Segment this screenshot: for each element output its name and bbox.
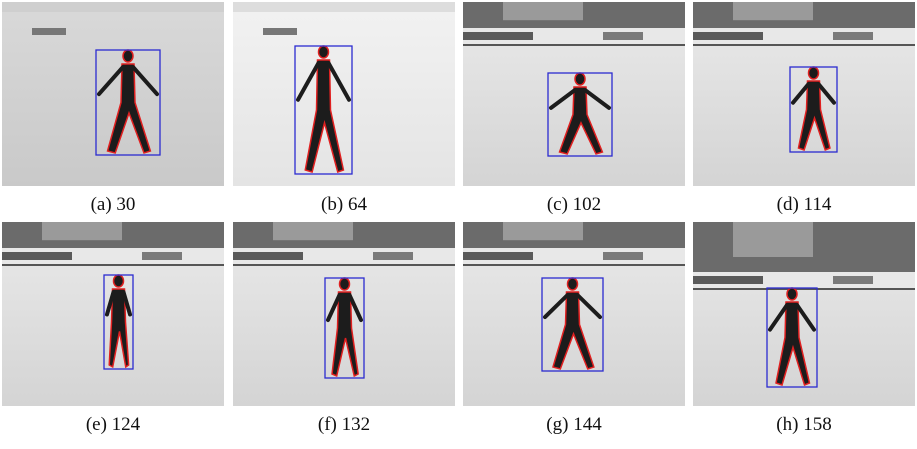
caption: (e) 124 bbox=[86, 414, 141, 435]
panel: (a) 30 bbox=[2, 2, 224, 215]
caption: (g) 144 bbox=[546, 414, 602, 435]
stands-light bbox=[503, 222, 583, 240]
stands-light bbox=[503, 2, 583, 20]
banner-logo bbox=[833, 32, 873, 40]
banner-logo bbox=[603, 252, 643, 260]
caption: (d) 114 bbox=[777, 194, 832, 215]
banner-text bbox=[693, 276, 763, 284]
banner-text bbox=[463, 32, 533, 40]
panel: (h) 158 bbox=[693, 222, 915, 435]
banner-text bbox=[2, 252, 72, 260]
panel: (g) 144 bbox=[463, 222, 685, 435]
caption: (f) 132 bbox=[318, 414, 370, 435]
sign bbox=[263, 28, 297, 35]
banner-text bbox=[463, 252, 533, 260]
banner-logo bbox=[833, 276, 873, 284]
panel: (e) 124 bbox=[2, 222, 224, 435]
caption: (c) 102 bbox=[547, 194, 601, 215]
panel: (b) 64 bbox=[233, 2, 455, 215]
stands-light bbox=[273, 222, 353, 240]
banner-text bbox=[693, 32, 763, 40]
banner-logo bbox=[373, 252, 413, 260]
stands-light bbox=[42, 222, 122, 240]
banner-text bbox=[233, 252, 303, 260]
banner-logo bbox=[142, 252, 182, 260]
banner-logo bbox=[603, 32, 643, 40]
top-strip bbox=[2, 2, 224, 12]
stands-light bbox=[733, 222, 813, 257]
sign bbox=[32, 28, 66, 35]
panel: (f) 132 bbox=[233, 222, 455, 435]
caption: (a) 30 bbox=[91, 194, 136, 215]
panel: (d) 114 bbox=[693, 2, 915, 215]
panel: (c) 102 bbox=[463, 2, 685, 215]
caption: (h) 158 bbox=[776, 414, 831, 435]
stands-light bbox=[733, 2, 813, 20]
top-strip bbox=[233, 2, 455, 12]
figure: (a) 30 (b) 64 (c) 102 (d) 114 (e) 124 (f) 132… bbox=[0, 0, 917, 444]
caption: (b) 64 bbox=[321, 194, 367, 215]
